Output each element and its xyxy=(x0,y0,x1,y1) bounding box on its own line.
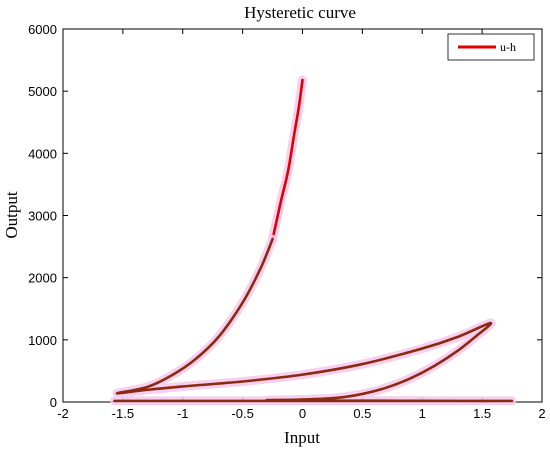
x-tick-label: -2 xyxy=(57,406,69,421)
x-tick-label: -0.5 xyxy=(231,406,253,421)
legend: u-h xyxy=(447,33,535,61)
y-tick-label: 6000 xyxy=(28,22,57,37)
x-tick-label: -1 xyxy=(177,406,189,421)
y-tick-label: 3000 xyxy=(28,209,57,224)
x-axis-label: Input xyxy=(284,428,320,447)
x-tick-label: 2 xyxy=(538,406,545,421)
series-line-u-h xyxy=(271,78,304,241)
y-tick-label: 0 xyxy=(50,395,57,410)
axis-tick-labels: -2 -1.5 -1 -0.5 0 0.5 1 1.5 2 0 1000 2000 3000 4000 50… xyxy=(28,22,546,421)
x-tick-label: 0.5 xyxy=(353,406,371,421)
series-line-hysteresis-loop xyxy=(113,237,513,403)
y-tick-label: 2000 xyxy=(28,271,57,286)
y-tick-label: 4000 xyxy=(28,146,57,161)
x-tick-label: 0 xyxy=(299,406,306,421)
series-layer xyxy=(109,75,517,406)
y-tick-label: 5000 xyxy=(28,84,57,99)
legend-entry-u-h: u-h xyxy=(500,40,516,54)
chart-title: Hysteretic curve xyxy=(244,3,356,22)
x-tick-label: 1 xyxy=(419,406,426,421)
x-tick-label: -1.5 xyxy=(112,406,134,421)
y-axis-label: Output xyxy=(2,191,21,239)
y-tick-label: 1000 xyxy=(28,333,57,348)
x-tick-label: 1.5 xyxy=(473,406,491,421)
